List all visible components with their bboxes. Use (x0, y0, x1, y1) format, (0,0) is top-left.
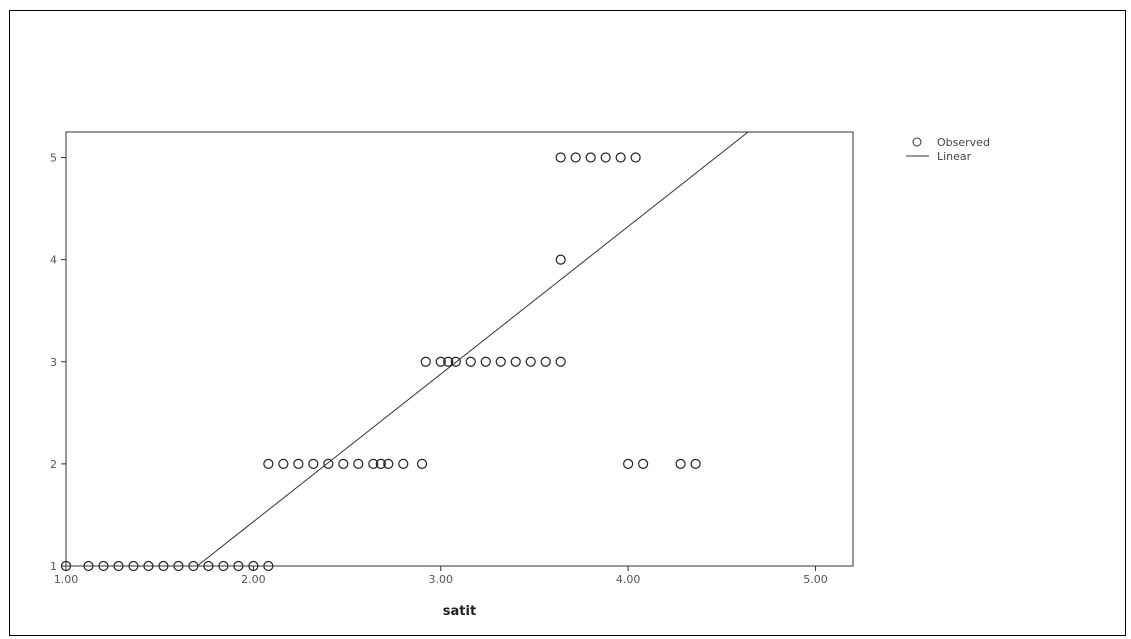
observed-point (98, 560, 109, 572)
observed-point (60, 560, 72, 572)
observed-point (675, 458, 686, 469)
observed-point (338, 458, 349, 469)
observed-point (690, 458, 701, 469)
x-tick-label: 2.00 (241, 573, 266, 586)
linear-fit-group (196, 131, 749, 567)
observed-point (443, 356, 454, 367)
observed-point (570, 152, 581, 163)
observed-point (128, 560, 139, 572)
x-axis-title: satit (443, 604, 476, 619)
y-tick-label: 2 (50, 458, 57, 471)
y-tick-label: 4 (50, 254, 57, 267)
observed-point (158, 560, 169, 572)
observed-point (420, 356, 431, 367)
observed-point (293, 458, 304, 469)
observed-point (278, 458, 289, 469)
scatter-plot: 1.00 2.00 3.00 4.00 5.00 1 2 3 4 5 satit Observe… (50, 131, 990, 619)
observed-point (263, 458, 274, 469)
observed-point (353, 458, 364, 469)
observed-point (233, 560, 244, 572)
observed-point (540, 356, 551, 367)
x-axis: 1.00 2.00 3.00 4.00 5.00 (54, 566, 828, 586)
observed-point (630, 152, 641, 163)
legend-label: Observed (937, 136, 990, 149)
observed-point (263, 560, 274, 572)
legend-label: Linear (937, 150, 972, 163)
observed-point (480, 356, 491, 367)
y-tick-label: 5 (50, 152, 57, 165)
x-tick-label: 5.00 (803, 573, 828, 586)
observed-point (173, 560, 184, 572)
observed-point (218, 560, 229, 572)
observed-point (638, 458, 649, 469)
plot-area (65, 131, 854, 567)
observed-point (203, 560, 214, 572)
x-tick-label: 4.00 (616, 573, 641, 586)
observed-point (495, 356, 506, 367)
observed-point (323, 458, 334, 469)
x-tick-label: 3.00 (429, 573, 454, 586)
observed-point (510, 356, 521, 367)
x-tick-label: 1.00 (54, 573, 79, 586)
y-axis: 1 2 3 4 5 (50, 152, 66, 573)
observed-point (188, 560, 199, 572)
observed-point (248, 560, 259, 572)
observed-point (615, 152, 626, 163)
observed-point (465, 356, 476, 367)
y-tick-label: 3 (50, 356, 57, 369)
observed-point (585, 152, 596, 163)
observed-point (450, 356, 461, 367)
observed-point (308, 458, 319, 469)
observed-point (555, 356, 566, 367)
observed-point (83, 560, 94, 572)
observed-point (555, 152, 566, 163)
observed-point (525, 356, 536, 367)
observed-point (600, 152, 611, 163)
observed-point (555, 254, 566, 265)
observed-point (416, 458, 428, 469)
observed-point (623, 458, 634, 469)
observed-point (383, 458, 394, 469)
observed-point (113, 560, 124, 572)
legend-observed-marker (912, 137, 922, 147)
observed-point (435, 356, 446, 367)
observed-points-group (60, 152, 701, 572)
observed-point (143, 560, 154, 572)
linear-fit-line (196, 131, 749, 567)
observed-point (398, 458, 409, 469)
observed-point (375, 458, 386, 469)
chart-frame: 1.00 2.00 3.00 4.00 5.00 1 2 3 4 5 satit Observe… (9, 10, 1126, 636)
observed-point (368, 458, 379, 469)
y-tick-label: 1 (50, 560, 57, 573)
